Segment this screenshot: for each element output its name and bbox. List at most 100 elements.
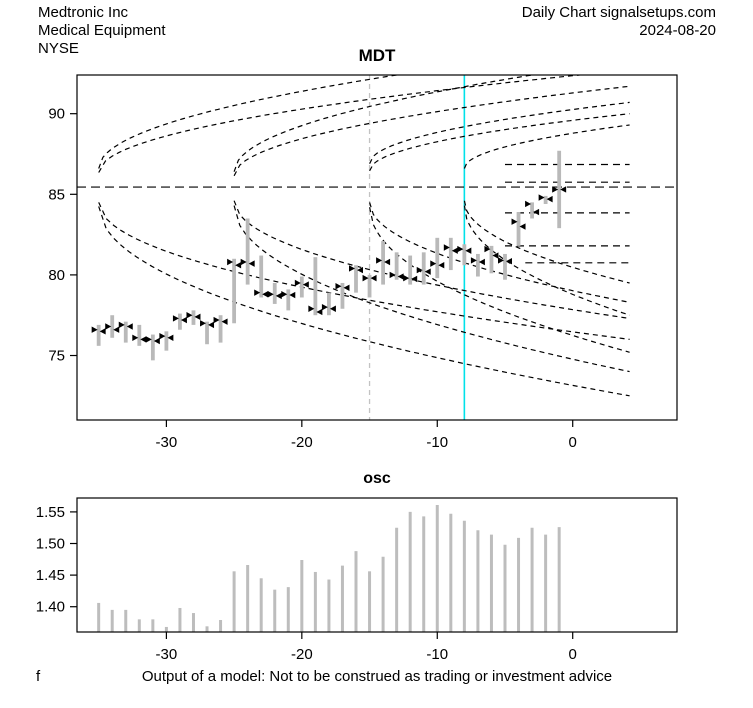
price-bar [232, 258, 237, 324]
lower-envelope-curve [98, 202, 630, 340]
x-axis-tick-label: 0 [569, 646, 577, 663]
lower-envelope-curve [369, 207, 630, 353]
open-marker [281, 291, 288, 298]
close-marker [208, 321, 215, 329]
header-left: Medtronic Inc Medical Equipment NYSE [38, 4, 166, 58]
close-marker [221, 318, 228, 325]
open-marker [416, 266, 423, 274]
price-bar [354, 265, 358, 293]
open-marker [362, 274, 369, 282]
price-bar [476, 253, 480, 277]
open-marker [552, 186, 559, 193]
close-marker [275, 292, 282, 300]
close-marker [465, 247, 472, 254]
price-bar [516, 212, 521, 246]
open-marker [240, 258, 247, 266]
y-axis-tick-label: 90 [48, 106, 65, 123]
close-marker [438, 262, 445, 269]
open-marker [118, 321, 125, 329]
close-marker [113, 326, 120, 333]
open-marker [511, 218, 518, 225]
open-marker [497, 257, 504, 264]
chart-source: Daily Chart signalsetups.com [521, 4, 716, 21]
close-marker [343, 284, 350, 292]
open-marker [484, 245, 491, 253]
close-marker [451, 247, 458, 254]
open-marker [376, 257, 383, 264]
x-axis-tick-label: -30 [156, 434, 178, 451]
disclaimer-text: Output of a model: Not to be construed a… [141, 668, 613, 685]
price-bar [503, 253, 507, 280]
panel-border [76, 497, 678, 633]
open-marker [145, 336, 152, 343]
y-axis-tick-label: 1.45 [36, 567, 65, 584]
close-marker [546, 195, 553, 203]
lower-envelope-curve [233, 205, 630, 373]
x-axis-tick-label: 0 [569, 434, 577, 451]
close-marker [289, 291, 296, 299]
price-bar [448, 237, 453, 271]
x-axis-tick-label: -30 [156, 646, 178, 663]
price-bar [557, 150, 562, 229]
price-bar [137, 324, 142, 346]
open-marker [172, 315, 179, 322]
upper-envelope-curve [369, 113, 630, 172]
open-marker [457, 245, 464, 253]
open-marker [321, 303, 328, 311]
close-marker [533, 208, 540, 216]
open-marker [294, 279, 301, 287]
price-bar [96, 324, 101, 346]
x-axis-tick-label: -10 [426, 434, 448, 451]
upper-envelope-curve [98, 75, 397, 169]
price-bar [313, 257, 318, 316]
lower-envelope-curve [463, 200, 630, 284]
header-right: Daily Chart signalsetups.com 2024-08-20 [522, 4, 716, 40]
open-marker [200, 320, 207, 327]
price-bar [340, 282, 345, 309]
upper-envelope-curve [233, 75, 533, 172]
close-marker [248, 260, 255, 267]
close-marker [505, 258, 512, 265]
price-bar [299, 276, 304, 298]
company-name: Medtronic Inc [38, 4, 129, 21]
x-axis-tick-label: -20 [291, 646, 313, 663]
price-bar [205, 321, 209, 345]
price-bar [110, 315, 115, 338]
price-bar [489, 245, 494, 274]
price-bar [543, 195, 548, 204]
open-marker [213, 316, 220, 324]
price-bar [381, 241, 385, 285]
price-bar [218, 315, 223, 343]
close-marker [194, 313, 201, 321]
open-marker [91, 326, 98, 333]
price-chart-title: MDT [358, 46, 396, 65]
close-marker [357, 266, 364, 274]
price-bar [164, 331, 169, 351]
price-bar [394, 252, 399, 280]
price-bar [150, 334, 155, 361]
lower-envelope-curve [369, 202, 630, 303]
lower-envelope-curve [463, 205, 630, 316]
close-marker [560, 186, 567, 193]
close-marker [519, 223, 526, 230]
upper-envelope-curve [98, 75, 580, 173]
y-axis-tick-label: 75 [48, 348, 65, 365]
y-axis-tick-label: 1.40 [36, 599, 65, 616]
close-marker [316, 308, 323, 316]
price-bar [245, 218, 250, 285]
close-marker [424, 268, 431, 275]
close-marker [262, 291, 269, 298]
close-marker [492, 252, 499, 259]
price-bar [367, 274, 372, 298]
open-marker [132, 334, 139, 341]
x-axis-tick-label: -20 [291, 434, 313, 451]
price-bar [408, 255, 413, 285]
price-bar [272, 282, 277, 304]
price-bar [259, 255, 264, 298]
upper-envelope-curve [463, 124, 630, 169]
chart-date: 2024-08-20 [639, 22, 716, 39]
open-marker [159, 332, 166, 340]
price-bar [286, 289, 291, 311]
